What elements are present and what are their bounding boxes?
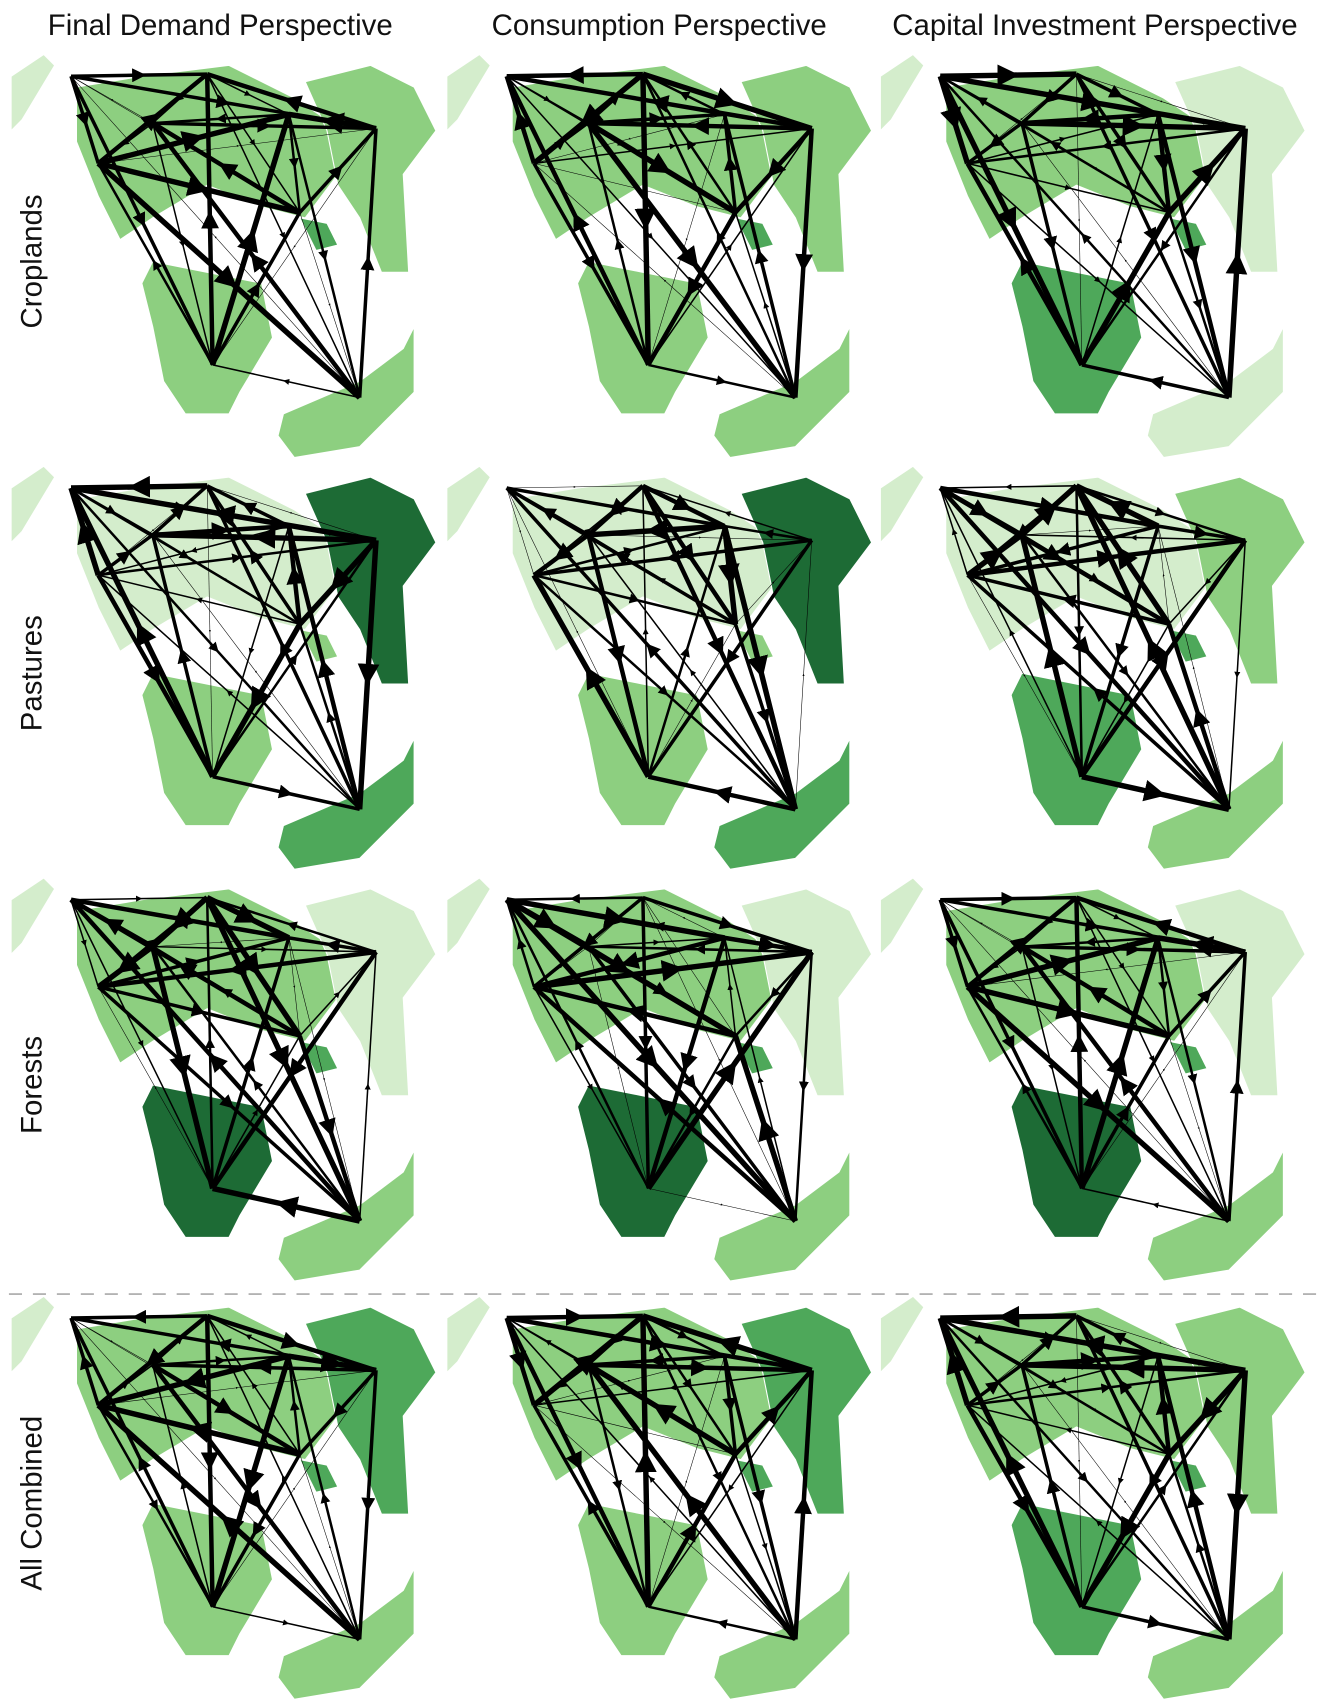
region <box>1011 1085 1142 1238</box>
row-label: Croplands <box>16 194 49 328</box>
region <box>142 261 273 414</box>
map-panel <box>11 466 436 869</box>
region <box>880 466 924 542</box>
region <box>11 1296 55 1372</box>
region <box>578 1085 709 1238</box>
region <box>447 1296 491 1372</box>
region <box>447 878 491 954</box>
map-panel <box>11 1296 436 1699</box>
figure: Final Demand Perspective Consumption Pers… <box>0 0 1325 1708</box>
region <box>578 261 709 414</box>
row-label: All Combined <box>16 1416 49 1591</box>
page: Final Demand Perspective Consumption Pers… <box>0 0 1325 1708</box>
map-panel <box>447 1296 872 1699</box>
region <box>447 466 491 542</box>
map-panel <box>11 54 436 457</box>
map-panel <box>447 466 872 869</box>
region <box>142 1503 273 1656</box>
map-panel <box>447 878 872 1281</box>
column-header: Capital Investment Perspective <box>892 9 1297 42</box>
flow-arrow <box>71 486 207 488</box>
flow-arrow <box>940 1316 1076 1318</box>
region <box>11 878 55 954</box>
region <box>880 1296 924 1372</box>
flow-arrow <box>940 898 1076 900</box>
map-panel <box>880 1296 1305 1699</box>
flow-arrow <box>507 1316 643 1318</box>
panels <box>11 54 1305 1699</box>
map-panel <box>880 54 1305 457</box>
row-label: Forests <box>16 1036 49 1134</box>
map-panel <box>880 878 1305 1281</box>
column-header: Final Demand Perspective <box>48 9 393 42</box>
flow-arrow <box>71 1316 207 1318</box>
row-label: Pastures <box>16 615 49 731</box>
flow-arrow <box>71 74 207 76</box>
flow-arrow <box>507 74 643 76</box>
region <box>714 1150 850 1281</box>
flow-arrow <box>940 74 1076 76</box>
column-header: Consumption Perspective <box>492 9 827 42</box>
region <box>11 54 55 130</box>
map-panel <box>447 54 872 457</box>
region <box>11 466 55 542</box>
map-panel <box>11 878 436 1281</box>
region <box>880 54 924 130</box>
region <box>880 878 924 954</box>
region <box>578 1503 709 1656</box>
map-panel <box>880 466 1305 869</box>
region <box>447 54 491 130</box>
